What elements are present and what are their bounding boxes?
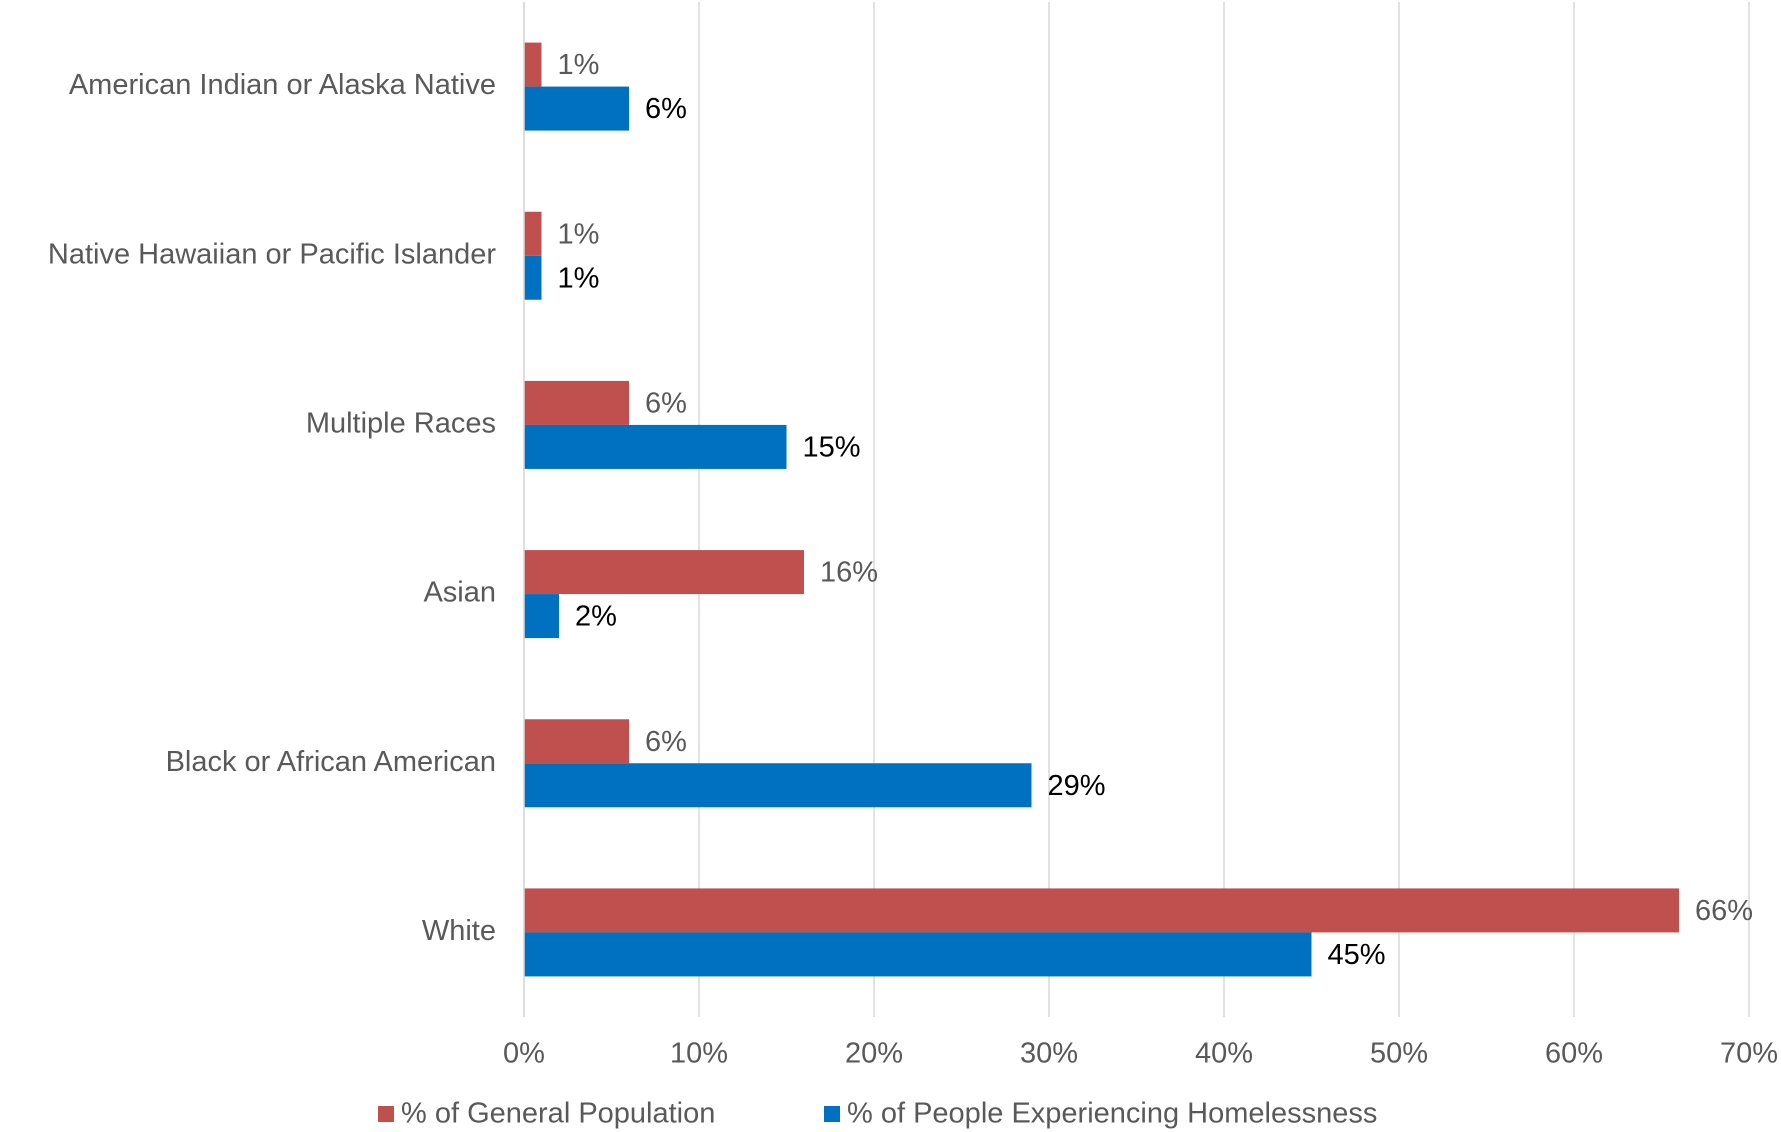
data-label: 1% — [558, 49, 600, 81]
bar — [524, 888, 1679, 933]
x-tick-label: 30% — [1020, 1038, 1078, 1070]
bar — [524, 42, 542, 87]
data-label: 66% — [1695, 895, 1753, 927]
data-label: 15% — [803, 432, 861, 464]
legend-label: % of General Population — [401, 1098, 715, 1130]
data-label: 29% — [1048, 770, 1106, 802]
bar — [524, 424, 787, 469]
data-label: 6% — [645, 388, 687, 420]
x-tick-label: 40% — [1195, 1038, 1253, 1070]
bar — [524, 86, 629, 131]
y-tick-label: Native Hawaiian or Pacific Islander — [48, 238, 496, 270]
data-label: 16% — [820, 557, 878, 589]
x-tick-label: 50% — [1370, 1038, 1428, 1070]
bar — [524, 719, 629, 764]
bar — [524, 550, 804, 595]
data-label: 6% — [645, 93, 687, 125]
bar — [524, 763, 1032, 808]
data-label: 2% — [575, 601, 617, 633]
x-tick-label: 60% — [1545, 1038, 1603, 1070]
x-tick-label: 0% — [503, 1038, 545, 1070]
data-label: 1% — [558, 218, 600, 250]
x-tick-label: 20% — [845, 1038, 903, 1070]
y-tick-label: White — [422, 915, 496, 947]
y-tick-label: Asian — [423, 577, 496, 609]
y-tick-label: Multiple Races — [306, 408, 496, 440]
data-label: 1% — [558, 262, 600, 294]
bar — [524, 380, 629, 425]
legend-swatch — [824, 1106, 840, 1122]
bar — [524, 211, 542, 256]
legend-label: % of People Experiencing Homelessness — [847, 1098, 1377, 1130]
bar — [524, 932, 1312, 977]
bar — [524, 255, 542, 300]
legend-swatch — [378, 1106, 394, 1122]
data-label: 6% — [645, 726, 687, 758]
y-tick-label: American Indian or Alaska Native — [69, 69, 496, 101]
data-label: 45% — [1328, 939, 1386, 971]
y-tick-label: Black or African American — [166, 746, 496, 778]
bar — [524, 594, 559, 639]
x-tick-label: 10% — [670, 1038, 728, 1070]
x-tick-label: 70% — [1720, 1038, 1778, 1070]
